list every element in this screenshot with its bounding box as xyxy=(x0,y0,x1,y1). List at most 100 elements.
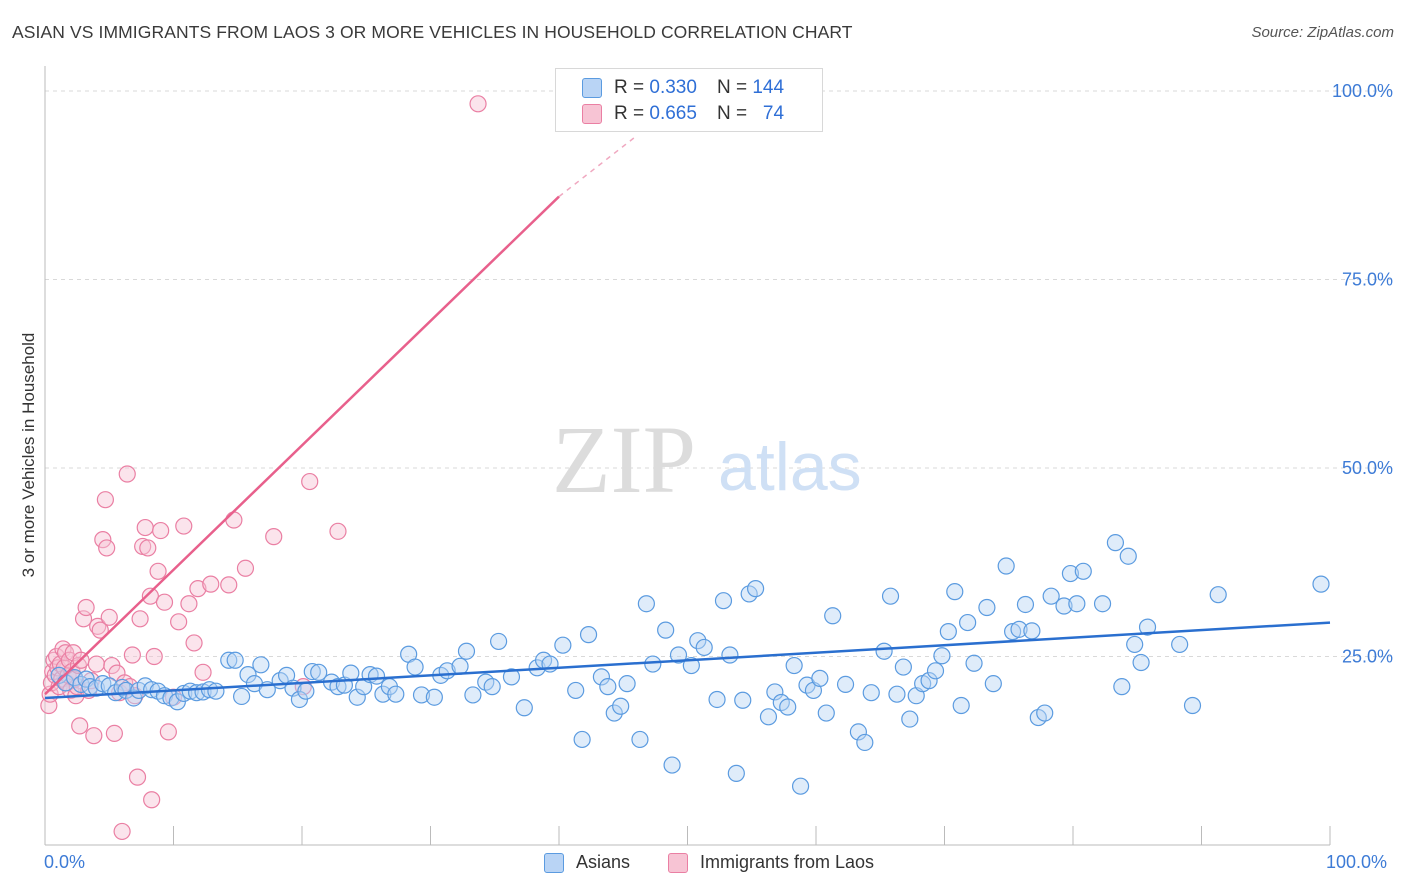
watermark: ZIP atlas xyxy=(552,406,862,513)
asian-point xyxy=(618,675,636,693)
asian-point xyxy=(1010,620,1028,638)
asian-point xyxy=(1209,586,1227,604)
chart-source: Source: ZipAtlas.com xyxy=(1251,24,1394,41)
asian-point xyxy=(881,587,900,605)
asian-point xyxy=(695,638,713,657)
laos-points xyxy=(40,95,487,841)
bottom-legend-swatch-asians xyxy=(544,852,564,873)
asian-point xyxy=(406,658,424,676)
laos-point xyxy=(145,647,163,666)
asian-point xyxy=(1023,622,1041,640)
asian-point xyxy=(1042,587,1060,605)
bottom-legend-swatch-laos xyxy=(668,852,688,873)
legend-row-laos: R = 0.665 N = 74 xyxy=(582,103,784,125)
laos-point xyxy=(220,576,238,594)
asian-point xyxy=(631,730,649,749)
asian-point xyxy=(1016,595,1035,614)
asian-point xyxy=(978,598,996,617)
laos-point xyxy=(301,472,319,491)
laos-point xyxy=(131,610,149,628)
laos-point xyxy=(194,663,212,681)
asian-point xyxy=(997,557,1015,575)
bottom-legend-asians: Asians xyxy=(544,852,630,873)
asian-point xyxy=(181,682,199,700)
asian-point xyxy=(220,651,238,669)
asian-point xyxy=(1126,635,1144,654)
asian-point xyxy=(734,691,752,709)
asian-point xyxy=(573,730,591,749)
laos-point xyxy=(469,95,487,113)
laos-point xyxy=(100,608,118,626)
y-axis-label: 3 or more Vehicles in Household xyxy=(19,333,38,578)
laos-point xyxy=(128,768,147,786)
asian-point xyxy=(779,698,797,716)
asian-point xyxy=(567,681,585,700)
asian-point xyxy=(875,642,893,660)
asian-point xyxy=(933,647,951,665)
asian-point xyxy=(926,662,945,680)
laos-point xyxy=(136,518,154,537)
asian-point xyxy=(689,632,707,650)
asian-point xyxy=(714,592,733,610)
asian-point xyxy=(766,683,784,701)
laos-point xyxy=(185,634,203,652)
chart-title: ASIAN VS IMMIGRANTS FROM LAOS 3 OR MORE … xyxy=(12,22,853,42)
laos-point xyxy=(149,562,167,580)
laos-point xyxy=(113,822,131,841)
laos-point xyxy=(159,723,177,741)
asian-point xyxy=(515,699,533,717)
legend-r-label: R = xyxy=(614,103,645,124)
laos-point xyxy=(85,727,103,745)
y-tick-labels: 25.0% 50.0% 75.0% 100.0% xyxy=(1332,81,1393,667)
laos-point xyxy=(189,580,207,598)
asian-point xyxy=(451,657,469,675)
asian-point xyxy=(785,656,803,675)
bottom-legend-label-asians: Asians xyxy=(576,852,631,872)
asian-point xyxy=(727,764,745,782)
laos-point xyxy=(155,593,174,611)
asian-point xyxy=(708,690,726,709)
asian-point xyxy=(1312,575,1330,593)
asian-point xyxy=(965,654,983,672)
asian-point xyxy=(239,665,257,684)
laos-point xyxy=(118,465,136,483)
y-tick-label: 50.0% xyxy=(1342,458,1393,478)
asian-point xyxy=(888,685,906,703)
asian-point xyxy=(329,678,347,696)
asian-point xyxy=(554,636,572,654)
x-tick-label-min: 0.0% xyxy=(44,852,86,872)
laos-point xyxy=(105,724,123,743)
asian-point xyxy=(1036,704,1054,722)
asian-point xyxy=(207,682,225,700)
asian-point xyxy=(644,655,662,673)
y-tick-label: 100.0% xyxy=(1332,81,1393,101)
laos-trend-line xyxy=(44,195,560,696)
legend-row-asians: R = 0.330 N = 144 xyxy=(582,77,784,99)
legend-n-label: N = xyxy=(716,77,748,98)
watermark-atlas: atlas xyxy=(718,429,862,505)
asian-point xyxy=(1068,595,1086,613)
legend-n-value: 144 xyxy=(752,77,785,98)
y-tick-label: 75.0% xyxy=(1342,270,1393,290)
laos-point xyxy=(96,491,114,509)
asian-point xyxy=(901,710,919,728)
asian-point xyxy=(1132,653,1150,672)
asian-point xyxy=(233,687,251,706)
laos-point xyxy=(225,511,243,529)
asian-point xyxy=(721,646,739,664)
laos-point xyxy=(170,613,188,631)
laos-point xyxy=(139,539,157,557)
asian-point xyxy=(303,662,321,681)
asian-point xyxy=(1113,678,1131,696)
asian-point xyxy=(1171,635,1189,654)
asian-point xyxy=(1138,618,1157,636)
asian-point xyxy=(579,626,598,644)
asian-point xyxy=(1074,562,1092,580)
watermark-zip: ZIP xyxy=(552,406,696,513)
asian-point xyxy=(849,723,868,741)
trend-lines xyxy=(44,135,1331,700)
laos-point xyxy=(71,717,89,735)
legend-r-label: R = xyxy=(614,77,645,98)
laos-point xyxy=(236,559,255,577)
laos-point xyxy=(180,595,198,613)
